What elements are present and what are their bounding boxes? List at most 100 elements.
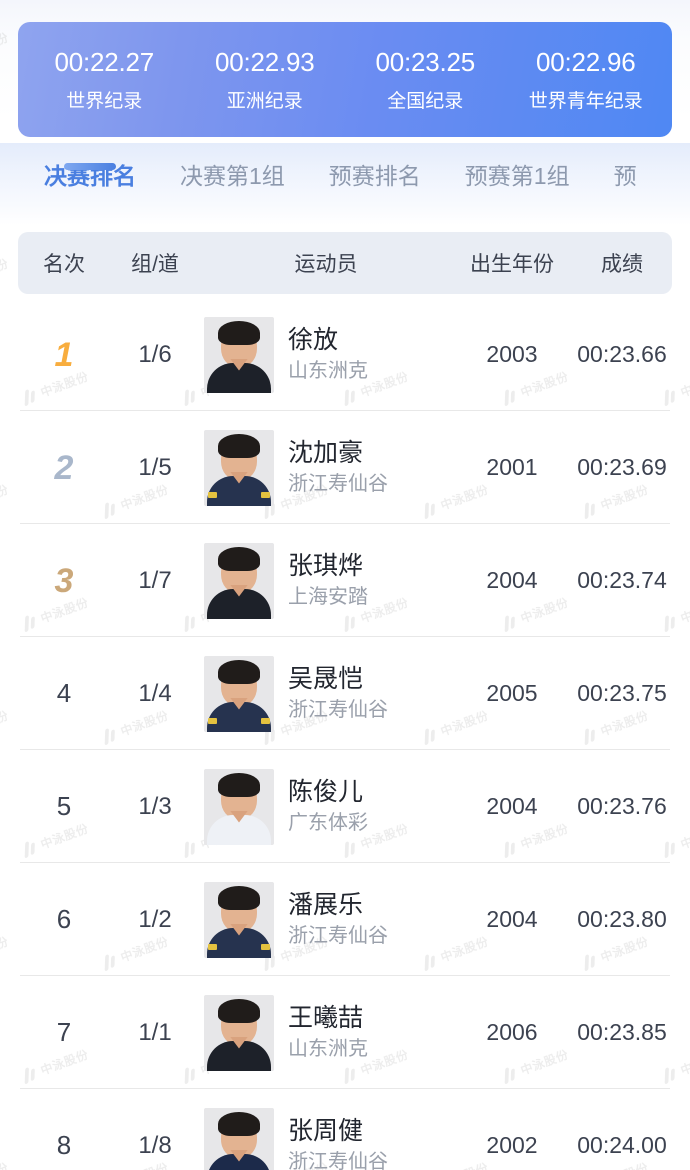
tab-label: 预赛第1组 (464, 163, 570, 189)
lane-cell: 1/4 (138, 679, 172, 707)
record-label: 全国纪录 (387, 90, 464, 112)
athlete-names: 徐放 山东洲克 (288, 328, 368, 382)
table-header: 名次 组/道 运动员 出生年份 成绩 (18, 232, 672, 294)
athlete-names: 潘展乐 浙江寿仙谷 (288, 893, 388, 947)
result-cell: 00:23.85 (577, 1019, 667, 1045)
athlete-name: 王曦喆 (288, 1004, 364, 1032)
record-item: 00:23.25 全国纪录 (345, 49, 506, 111)
tab-label: 预赛排名 (328, 163, 421, 189)
table-row[interactable]: 5 1/3 陈俊儿 广东体彩 2004 00:23.76 (18, 750, 672, 863)
record-label: 亚洲纪录 (226, 90, 303, 112)
rank-cell: 3 (54, 561, 74, 600)
athlete-cell: 张周健 浙江寿仙谷 (200, 1107, 452, 1170)
record-item: 00:22.96 世界青年纪录 (506, 49, 667, 111)
record-time: 00:22.27 (54, 46, 155, 77)
athlete-team: 上海安踏 (288, 586, 368, 608)
avatar (204, 542, 274, 619)
record-time: 00:22.96 (535, 46, 636, 77)
athlete-names: 陈俊儿 广东体彩 (288, 778, 368, 834)
athlete-cell: 张琪烨 上海安踏 (200, 542, 452, 619)
record-label: 世界青年纪录 (528, 90, 643, 112)
birth-year-cell: 2005 (486, 680, 538, 706)
tab-label: 决赛第1组 (180, 163, 285, 189)
lane-cell: 1/5 (138, 453, 172, 481)
table-row[interactable]: 2 1/5 沈加豪 浙江寿仙谷 2001 00:23.69 (18, 411, 672, 524)
lane-cell: 1/2 (138, 905, 172, 933)
tab-label: 决赛排名 (44, 163, 136, 189)
tab-2[interactable]: 决赛第1组 (158, 143, 307, 188)
athlete-team: 山东洲克 (288, 1038, 368, 1060)
athlete-cell: 潘展乐 浙江寿仙谷 (200, 881, 452, 958)
tab-1[interactable]: 决赛排名 (22, 143, 158, 188)
rank-cell: 5 (56, 791, 72, 821)
birth-year-cell: 2003 (486, 341, 538, 367)
tab-active-underline (64, 163, 116, 170)
rank-cell: 1 (54, 335, 74, 374)
avatar (204, 655, 274, 732)
rank-cell: 8 (56, 1130, 72, 1160)
tab-label: 预 (613, 163, 637, 189)
tab-bar[interactable]: 决赛排名 决赛第1组 预赛排名 预赛第1组 预 (0, 143, 690, 225)
result-cell: 00:23.75 (577, 680, 667, 706)
tab-list: 决赛排名 决赛第1组 预赛排名 预赛第1组 预 (0, 143, 690, 225)
athlete-cell: 王曦喆 山东洲克 (200, 994, 452, 1071)
tab-5[interactable]: 预 (592, 143, 659, 188)
column-header-lane: 组/道 (131, 253, 179, 276)
athlete-names: 张琪烨 上海安踏 (288, 554, 368, 608)
table-row[interactable]: 8 1/8 张周健 浙江寿仙谷 2002 00:24.00 (18, 1089, 672, 1170)
table-row[interactable]: 3 1/7 张琪烨 上海安踏 2004 00:23.74 (18, 524, 672, 637)
results-list: 1 1/6 徐放 山东洲克 2003 00:23.66 2 1/5 沈加豪 浙江寿仙谷 2001 00… (0, 298, 690, 1170)
tab-3[interactable]: 预赛排名 (307, 143, 443, 188)
athlete-name: 陈俊儿 (288, 778, 364, 806)
lane-cell: 1/8 (138, 1131, 172, 1159)
result-cell: 00:23.80 (577, 906, 667, 932)
athlete-names: 王曦喆 山东洲克 (288, 1004, 368, 1060)
watermark: 中泳股份 (0, 30, 11, 61)
athlete-name: 吴晟恺 (288, 665, 364, 693)
athlete-team: 广东体彩 (288, 812, 368, 834)
record-banner: 00:22.27 世界纪录 00:22.93 亚洲纪录 00:23.25 全国纪录 00:2… (18, 22, 672, 137)
athlete-team: 浙江寿仙谷 (288, 473, 388, 495)
table-row[interactable]: 7 1/1 王曦喆 山东洲克 2006 00:23.85 (18, 976, 672, 1089)
column-header-rank: 名次 (43, 253, 85, 276)
birth-year-cell: 2006 (486, 1019, 538, 1045)
watermark: 中泳股份 (0, 256, 11, 287)
record-time: 00:23.25 (375, 46, 476, 77)
rank-cell: 6 (56, 904, 72, 934)
result-cell: 00:23.74 (577, 567, 667, 593)
avatar (204, 429, 274, 506)
avatar (204, 994, 274, 1071)
athlete-names: 沈加豪 浙江寿仙谷 (288, 441, 388, 495)
avatar (204, 768, 274, 845)
birth-year-cell: 2002 (486, 1132, 538, 1158)
table-row[interactable]: 1 1/6 徐放 山东洲克 2003 00:23.66 (18, 298, 672, 411)
athlete-cell: 沈加豪 浙江寿仙谷 (200, 429, 452, 506)
athlete-name: 张周健 (288, 1117, 364, 1145)
birth-year-cell: 2001 (486, 454, 538, 480)
athlete-team: 山东洲克 (288, 360, 368, 382)
birth-year-cell: 2004 (486, 567, 538, 593)
athlete-cell: 徐放 山东洲克 (200, 316, 452, 393)
avatar (204, 316, 274, 393)
birth-year-cell: 2004 (486, 793, 538, 819)
column-header-year: 出生年份 (470, 253, 554, 276)
result-cell: 00:23.66 (577, 341, 667, 367)
record-time: 00:22.93 (214, 46, 315, 77)
athlete-names: 吴晟恺 浙江寿仙谷 (288, 665, 388, 721)
lane-cell: 1/3 (138, 792, 172, 820)
rank-cell: 7 (56, 1017, 72, 1047)
athlete-team: 浙江寿仙谷 (288, 925, 388, 947)
table-row[interactable]: 4 1/4 吴晟恺 浙江寿仙谷 2005 00:23.75 (18, 637, 672, 750)
table-row[interactable]: 6 1/2 潘展乐 浙江寿仙谷 2004 00:23.80 (18, 863, 672, 976)
record-item: 00:22.93 亚洲纪录 (185, 49, 346, 111)
athlete-team: 浙江寿仙谷 (288, 1151, 388, 1170)
birth-year-cell: 2004 (486, 906, 538, 932)
avatar (204, 1107, 274, 1170)
athlete-team: 浙江寿仙谷 (288, 699, 388, 721)
column-header-athlete: 运动员 (294, 253, 358, 276)
result-cell: 00:23.69 (577, 454, 667, 480)
lane-cell: 1/7 (138, 566, 172, 594)
athlete-cell: 吴晟恺 浙江寿仙谷 (200, 655, 452, 732)
tab-4[interactable]: 预赛第1组 (443, 143, 592, 188)
